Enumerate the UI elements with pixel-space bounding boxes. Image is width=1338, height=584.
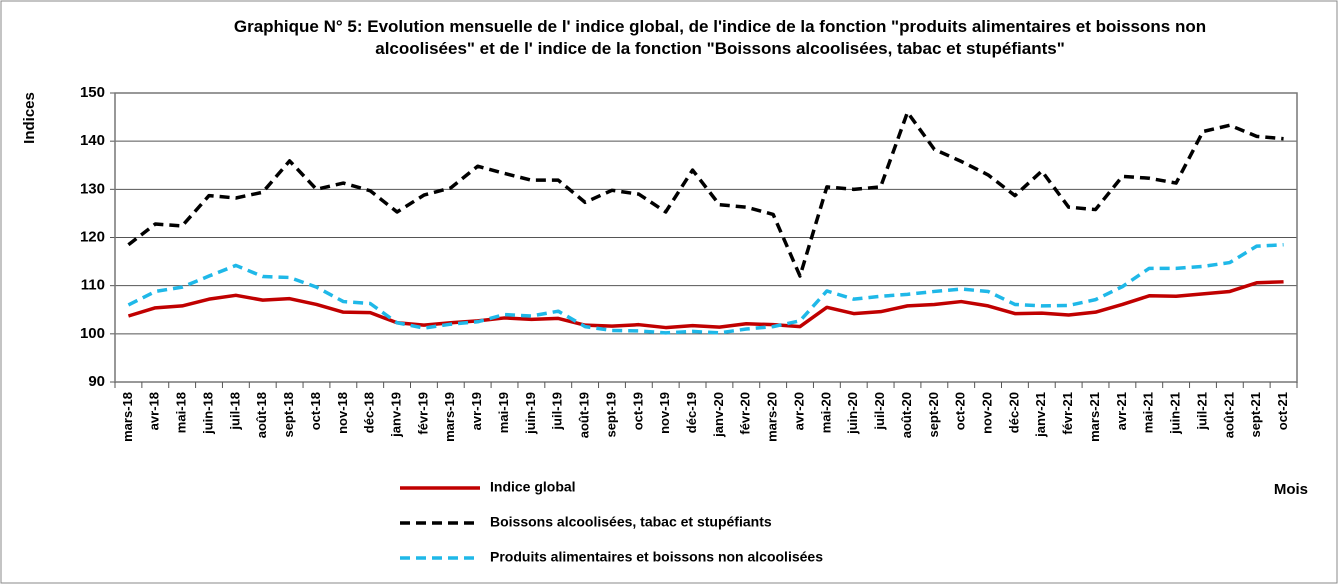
x-tick-label: janv-21: [1033, 392, 1048, 438]
x-tick-label: oct-20: [953, 392, 968, 430]
x-tick-label: mai-19: [496, 392, 511, 433]
y-tick-label: 120: [80, 228, 105, 245]
x-tick-label: févr-21: [1060, 392, 1075, 435]
x-tick-label: oct-19: [630, 392, 645, 430]
y-tick-label: 100: [80, 325, 105, 342]
x-tick-label: juin-20: [845, 392, 860, 435]
x-tick-label: juil-21: [1194, 392, 1209, 431]
x-tick-label: juil-20: [872, 392, 887, 431]
x-tick-label: sept-19: [603, 392, 618, 438]
series-line: [127, 280, 1284, 330]
chart-title: Graphique N° 5: Evolution mensuelle de l…: [233, 17, 1207, 58]
x-tick-label: avr-21: [1114, 392, 1129, 430]
x-tick-label: janv-20: [711, 392, 726, 438]
series-line: [127, 242, 1284, 335]
x-tick-label: nov-19: [657, 392, 672, 434]
y-tick-label: 130: [80, 180, 105, 197]
x-tick-label: sept-20: [926, 392, 941, 438]
x-tick-label: août-20: [899, 392, 914, 438]
x-tick-label: mai-21: [1141, 392, 1156, 433]
x-tick-label: févr-20: [738, 392, 753, 435]
y-tick-label: 150: [80, 84, 105, 101]
x-tick-label: nov-20: [980, 392, 995, 434]
x-axis-label: Mois: [1274, 481, 1308, 498]
legend-label: Produits alimentaires et boissons non al…: [490, 549, 823, 565]
series-line: [127, 110, 1284, 278]
x-tick-label: oct-21: [1275, 392, 1290, 430]
x-tick-label: mars-20: [765, 392, 780, 442]
x-tick-label: juil-19: [550, 392, 565, 431]
x-tick-label: août-21: [1221, 392, 1236, 438]
x-tick-label: juin-18: [200, 392, 215, 435]
x-tick-label: févr-19: [415, 392, 430, 435]
legend-label: Boissons alcoolisées, tabac et stupéfian…: [490, 514, 772, 530]
x-tick-label: nov-18: [335, 392, 350, 434]
x-tick-label: déc-20: [1006, 392, 1021, 433]
x-tick-label: avr-19: [469, 392, 484, 430]
x-tick-label: avr-20: [791, 392, 806, 430]
y-tick-label: 110: [81, 277, 105, 294]
x-tick-label: mars-18: [120, 392, 135, 442]
x-tick-label: août-19: [577, 392, 592, 438]
x-tick-label: déc-18: [362, 392, 377, 433]
x-tick-label: sept-18: [281, 392, 296, 438]
y-axis-label: Indices: [21, 92, 38, 144]
legend-label: Indice global: [490, 479, 576, 495]
x-tick-label: mars-19: [442, 392, 457, 442]
x-tick-label: avr-18: [147, 392, 162, 430]
x-tick-label: oct-18: [308, 392, 323, 430]
x-tick-label: août-18: [254, 392, 269, 438]
x-tick-label: juin-21: [1168, 392, 1183, 435]
x-tick-label: mars-21: [1087, 392, 1102, 442]
x-tick-label: juin-19: [523, 392, 538, 435]
y-tick-label: 90: [88, 373, 105, 390]
x-tick-label: janv-19: [389, 392, 404, 438]
x-tick-label: mai-20: [818, 392, 833, 433]
x-tick-label: juil-18: [227, 392, 242, 431]
x-tick-label: sept-21: [1248, 392, 1263, 438]
x-tick-label: mai-18: [174, 392, 189, 433]
x-tick-label: déc-19: [684, 392, 699, 433]
y-tick-label: 140: [80, 132, 105, 149]
